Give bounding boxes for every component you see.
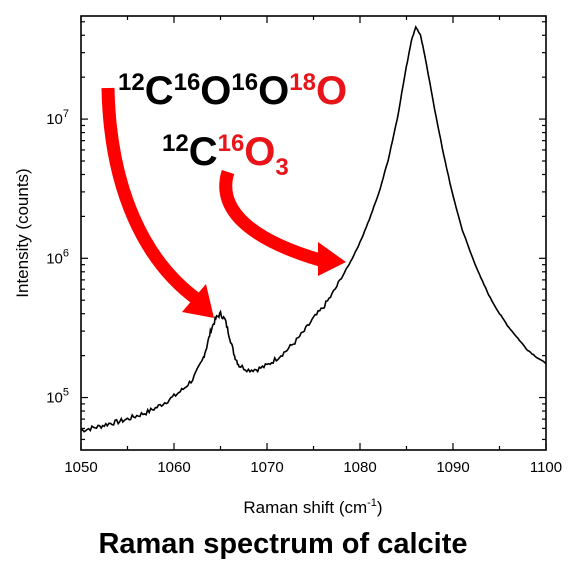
x-tick-label: 1090 [436,459,469,476]
annotation-arrows [101,87,346,318]
y-axis-title: Intensity (counts) [13,168,32,297]
isotopologue-label-2: 12C16O3 [162,130,289,181]
x-tick-label: 1060 [157,459,190,476]
arrowhead-main [318,242,346,276]
x-tick-label: 1050 [64,459,97,476]
isotopologue-label-1: 12C16O16O18O [118,69,347,113]
x-tick-label: 1070 [250,459,283,476]
x-tick-label: 1080 [343,459,376,476]
x-tick-label: 1100 [530,459,562,476]
arrow-to-1065-peak [101,87,202,306]
plot-frame [80,15,547,451]
x-axis-title: Raman shift (cm-1) [243,497,382,517]
y-tick-label: 105 [46,387,69,407]
figure-caption: Raman spectrum of calcite [98,528,467,560]
axis-ticks: 1050 1060 1070 1080 1090 1100 105 106 107 [46,16,562,476]
spectrum-line [80,24,547,433]
arrow-to-main-peak [219,170,322,267]
y-tick-label: 107 [46,108,69,128]
arrowhead-1065 [182,284,214,318]
y-tick-label: 106 [46,247,69,267]
